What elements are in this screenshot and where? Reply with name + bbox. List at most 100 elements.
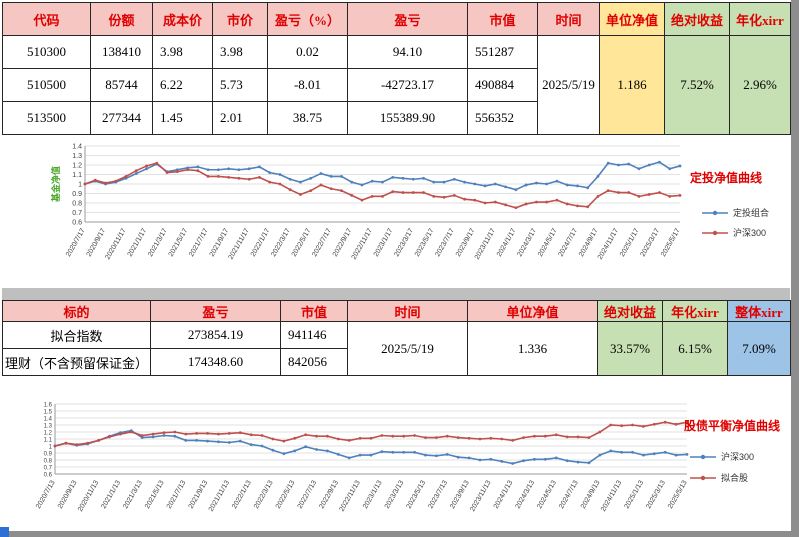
table-row: 理财（不含预留保证金） 174348.60 842056	[2, 348, 791, 376]
cell-unit-nav[interactable]: 1.336	[467, 321, 598, 376]
svg-text:1: 1	[78, 181, 82, 188]
header-abs-return[interactable]: 绝对收益	[597, 300, 663, 322]
cell-market-value[interactable]: 842056	[280, 348, 348, 376]
header-time[interactable]: 时间	[347, 300, 468, 322]
svg-text:2024/9/13: 2024/9/13	[580, 479, 602, 510]
header-market-value[interactable]: 市值	[467, 2, 538, 36]
header-xirr[interactable]: 年化xirr	[662, 300, 728, 322]
cell-code[interactable]: 510300	[2, 35, 91, 69]
svg-text:0.7: 0.7	[72, 210, 82, 217]
svg-text:2020/11/17: 2020/11/17	[104, 227, 127, 260]
svg-text:1.1: 1.1	[72, 172, 82, 179]
svg-text:2025/3/13: 2025/3/13	[645, 479, 667, 510]
svg-text:2022/5/13: 2022/5/13	[275, 479, 297, 510]
cell-abs-return[interactable]: 7.52%	[664, 35, 730, 135]
cell-time[interactable]: 2025/5/19	[537, 35, 600, 135]
svg-text:2023/1/17: 2023/1/17	[373, 227, 395, 258]
header-code[interactable]: 代码	[2, 2, 91, 36]
svg-text:2022/9/13: 2022/9/13	[318, 479, 340, 510]
svg-text:2025/1/17: 2025/1/17	[619, 227, 641, 258]
svg-text:2021/11/17: 2021/11/17	[228, 227, 251, 260]
cell-pnl-percent[interactable]: 38.75	[267, 101, 348, 135]
svg-text:1.3: 1.3	[72, 153, 82, 160]
header-cost-price[interactable]: 成本价	[152, 2, 213, 36]
cell-abs-return[interactable]: 33.57%	[597, 321, 663, 376]
svg-text:2024/5/13: 2024/5/13	[536, 479, 558, 510]
cell-target[interactable]: 理财（不含预留保证金）	[2, 348, 151, 376]
sheet-corner-accent	[0, 527, 9, 537]
svg-text:2021/1/17: 2021/1/17	[127, 227, 149, 258]
cell-cost-price[interactable]: 3.98	[152, 35, 213, 69]
cell-shares[interactable]: 85744	[90, 68, 153, 102]
cell-market-value[interactable]: 556352	[467, 101, 538, 135]
svg-text:2024/1/17: 2024/1/17	[496, 227, 518, 258]
svg-text:2021/9/13: 2021/9/13	[188, 479, 210, 510]
svg-text:2021/11/13: 2021/11/13	[208, 479, 231, 512]
svg-text:定投组合: 定投组合	[733, 207, 769, 218]
cell-pnl[interactable]: 174348.60	[150, 348, 281, 376]
cell-unit-nav[interactable]: 1.186	[599, 35, 665, 135]
header-market-value[interactable]: 市值	[280, 300, 348, 322]
header-xirr[interactable]: 年化xirr	[729, 2, 791, 36]
svg-text:沪深300: 沪深300	[721, 451, 754, 462]
svg-text:2023/9/13: 2023/9/13	[449, 479, 471, 510]
svg-text:0.6: 0.6	[44, 472, 53, 478]
header-abs-return[interactable]: 绝对收益	[664, 2, 730, 36]
header-target[interactable]: 标的	[2, 300, 151, 322]
cell-overall-xirr[interactable]: 7.09%	[727, 321, 791, 376]
cell-cost-price[interactable]: 6.22	[152, 68, 213, 102]
svg-text:2023/11/17: 2023/11/17	[474, 227, 497, 260]
cell-cost-price[interactable]: 1.45	[152, 101, 213, 135]
header-overall-xirr[interactable]: 整体xirr	[727, 300, 791, 322]
header-pnl[interactable]: 盈亏	[150, 300, 281, 322]
cell-time[interactable]: 2025/5/19	[347, 321, 468, 376]
cell-pnl[interactable]: -42723.17	[347, 68, 468, 102]
summary-table: 标的 盈亏 市值 时间 单位净值 绝对收益 年化xirr 整体xirr 拟合指数…	[2, 300, 791, 376]
header-pnl[interactable]: 盈亏	[347, 2, 468, 36]
svg-text:1.4: 1.4	[72, 143, 82, 150]
cell-market-price[interactable]: 2.01	[212, 101, 268, 135]
cell-market-value[interactable]: 941146	[280, 321, 348, 349]
cell-code[interactable]: 510500	[2, 68, 91, 102]
header-shares[interactable]: 份额	[90, 2, 153, 36]
cell-code[interactable]: 513500	[2, 101, 91, 135]
cell-shares[interactable]: 277344	[90, 101, 153, 135]
svg-text:2024/11/13: 2024/11/13	[600, 479, 623, 512]
cell-market-value[interactable]: 551287	[467, 35, 538, 69]
cell-pnl[interactable]: 94.10	[347, 35, 468, 69]
cell-xirr[interactable]: 6.15%	[662, 321, 728, 376]
cell-pnl[interactable]: 273854.19	[150, 321, 281, 349]
cell-pnl[interactable]: 155389.90	[347, 101, 468, 135]
svg-text:0.9: 0.9	[44, 451, 53, 457]
svg-text:2024/3/13: 2024/3/13	[515, 479, 537, 510]
svg-text:1.1: 1.1	[44, 437, 53, 443]
header-pnl-percent[interactable]: 盈亏（%）	[267, 2, 348, 36]
svg-text:2021/9/17: 2021/9/17	[209, 227, 231, 258]
table-row: 510500 85744 6.22 5.73 -8.01 -42723.17 4…	[2, 68, 791, 102]
svg-text:1.3: 1.3	[44, 423, 53, 429]
cell-pnl-percent[interactable]: -8.01	[267, 68, 348, 102]
svg-text:2021/1/13: 2021/1/13	[100, 479, 122, 510]
svg-text:2025/1/13: 2025/1/13	[624, 479, 646, 510]
svg-text:1.2: 1.2	[44, 430, 53, 436]
header-unit-nav[interactable]: 单位净值	[599, 2, 665, 36]
cell-pnl-percent[interactable]: 0.02	[267, 35, 348, 69]
cell-market-price[interactable]: 3.98	[212, 35, 268, 69]
header-time[interactable]: 时间	[537, 2, 600, 36]
cell-xirr[interactable]: 2.96%	[729, 35, 791, 135]
cell-shares[interactable]: 138410	[90, 35, 153, 69]
cell-market-value[interactable]: 490884	[467, 68, 538, 102]
svg-text:2024/3/17: 2024/3/17	[516, 227, 538, 258]
svg-text:0.8: 0.8	[72, 200, 82, 207]
svg-text:0.7: 0.7	[44, 465, 53, 471]
header-market-price[interactable]: 市价	[212, 2, 268, 36]
balance-nav-chart[interactable]: 0.60.70.80.911.11.21.31.41.51.6 2020/7/13…	[2, 378, 790, 531]
table-row: 拟合指数 273854.19 941146 2025/5/19 1.336 33…	[2, 321, 791, 376]
header-unit-nav[interactable]: 单位净值	[467, 300, 598, 322]
cell-market-price[interactable]: 5.73	[212, 68, 268, 102]
dca-nav-chart[interactable]: 0.6 0.7 0.8 0.9 1 1.1 1.2 1.3 1.4 2020/7/172020/9…	[2, 136, 790, 288]
spreadsheet: 代码 份额 成本价 市价 盈亏（%） 盈亏 市值 时间 单位净值 绝对收益 年化…	[0, 0, 791, 531]
svg-text:2022/1/13: 2022/1/13	[231, 479, 253, 510]
svg-text:股债平衡净值曲线: 股债平衡净值曲线	[684, 418, 780, 433]
cell-target[interactable]: 拟合指数	[2, 321, 151, 349]
